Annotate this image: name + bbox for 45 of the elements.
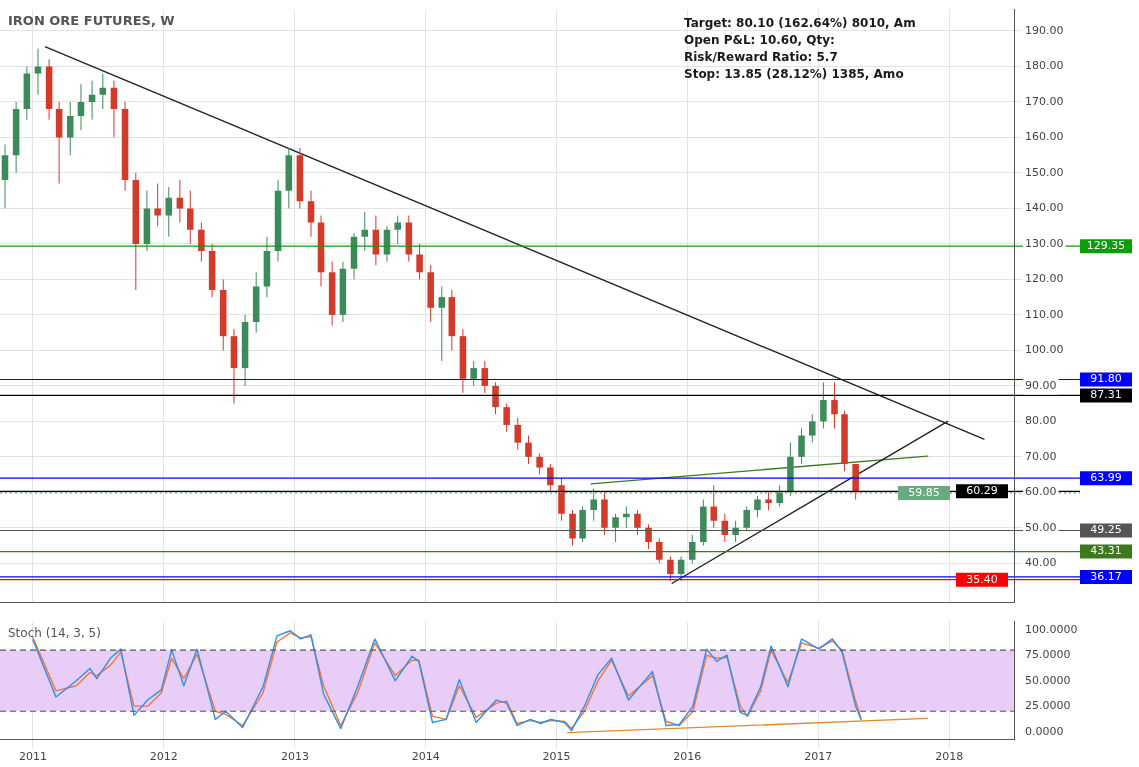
y-tick-label: 75.0000 <box>1025 648 1071 662</box>
y-tick-label: 60.00 <box>1025 485 1057 499</box>
y-tick-label: 80.00 <box>1025 414 1057 428</box>
ref-line-label: 63.99 <box>1090 471 1122 485</box>
ref-line-label: 59.85 <box>908 485 940 499</box>
y-tick-label: 170.00 <box>1025 94 1064 108</box>
y-tick-label: 160.00 <box>1025 130 1064 144</box>
ref-line-label: 129.35 <box>1086 239 1126 253</box>
x-tick-label: 2018 <box>935 750 964 764</box>
y-tick-label: 50.0000 <box>1025 673 1071 687</box>
y-tick-label: 190.00 <box>1025 23 1064 37</box>
y-tick-label: 120.00 <box>1025 272 1064 286</box>
x-tick-label: 2017 <box>804 750 833 764</box>
chart-title: Stoch (14, 3, 5) <box>8 625 101 640</box>
annotation: Stop: 13.85 (28.12%) 1385, Amo <box>684 66 904 81</box>
y-tick-label: 100.00 <box>1025 343 1064 357</box>
y-tick-label: 25.0000 <box>1025 699 1071 713</box>
annotation: Risk/Reward Ratio: 5.7 <box>684 49 838 64</box>
y-tick-label: 130.00 <box>1025 236 1064 250</box>
y-tick-label: 50.00 <box>1025 520 1057 534</box>
y-tick-label: 180.00 <box>1025 59 1064 73</box>
ref-line-label: 36.17 <box>1090 569 1122 583</box>
ref-line-label: 91.80 <box>1090 372 1122 386</box>
ref-line-label: 60.29 <box>966 484 998 498</box>
x-tick-label: 2016 <box>673 750 702 764</box>
annotation: Open P&L: 10.60, Qty: <box>684 32 835 47</box>
y-tick-label: 150.00 <box>1025 165 1064 179</box>
x-tick-label: 2012 <box>149 750 178 764</box>
ref-line-label: 87.31 <box>1090 388 1122 402</box>
annotation: Target: 80.10 (162.64%) 8010, Am <box>684 15 916 30</box>
y-tick-label: 40.00 <box>1025 556 1057 570</box>
y-tick-label: 70.00 <box>1025 449 1057 463</box>
ref-line-label: 49.25 <box>1090 523 1122 537</box>
y-tick-label: 140.00 <box>1025 201 1064 215</box>
y-tick-label: 100.0000 <box>1025 622 1078 636</box>
x-tick-label: 2014 <box>411 750 440 764</box>
ref-line-label: 43.31 <box>1090 544 1122 558</box>
y-tick-label: 0.0000 <box>1025 724 1064 738</box>
y-tick-label: 110.00 <box>1025 307 1064 321</box>
x-tick-label: 2015 <box>542 750 571 764</box>
chart-title: IRON ORE FUTURES, W <box>8 13 175 29</box>
x-tick-label: 2013 <box>280 750 309 764</box>
x-tick-label: 2011 <box>18 750 47 764</box>
y-tick-label: 90.00 <box>1025 378 1057 392</box>
ref-line-label: 35.40 <box>966 572 998 586</box>
